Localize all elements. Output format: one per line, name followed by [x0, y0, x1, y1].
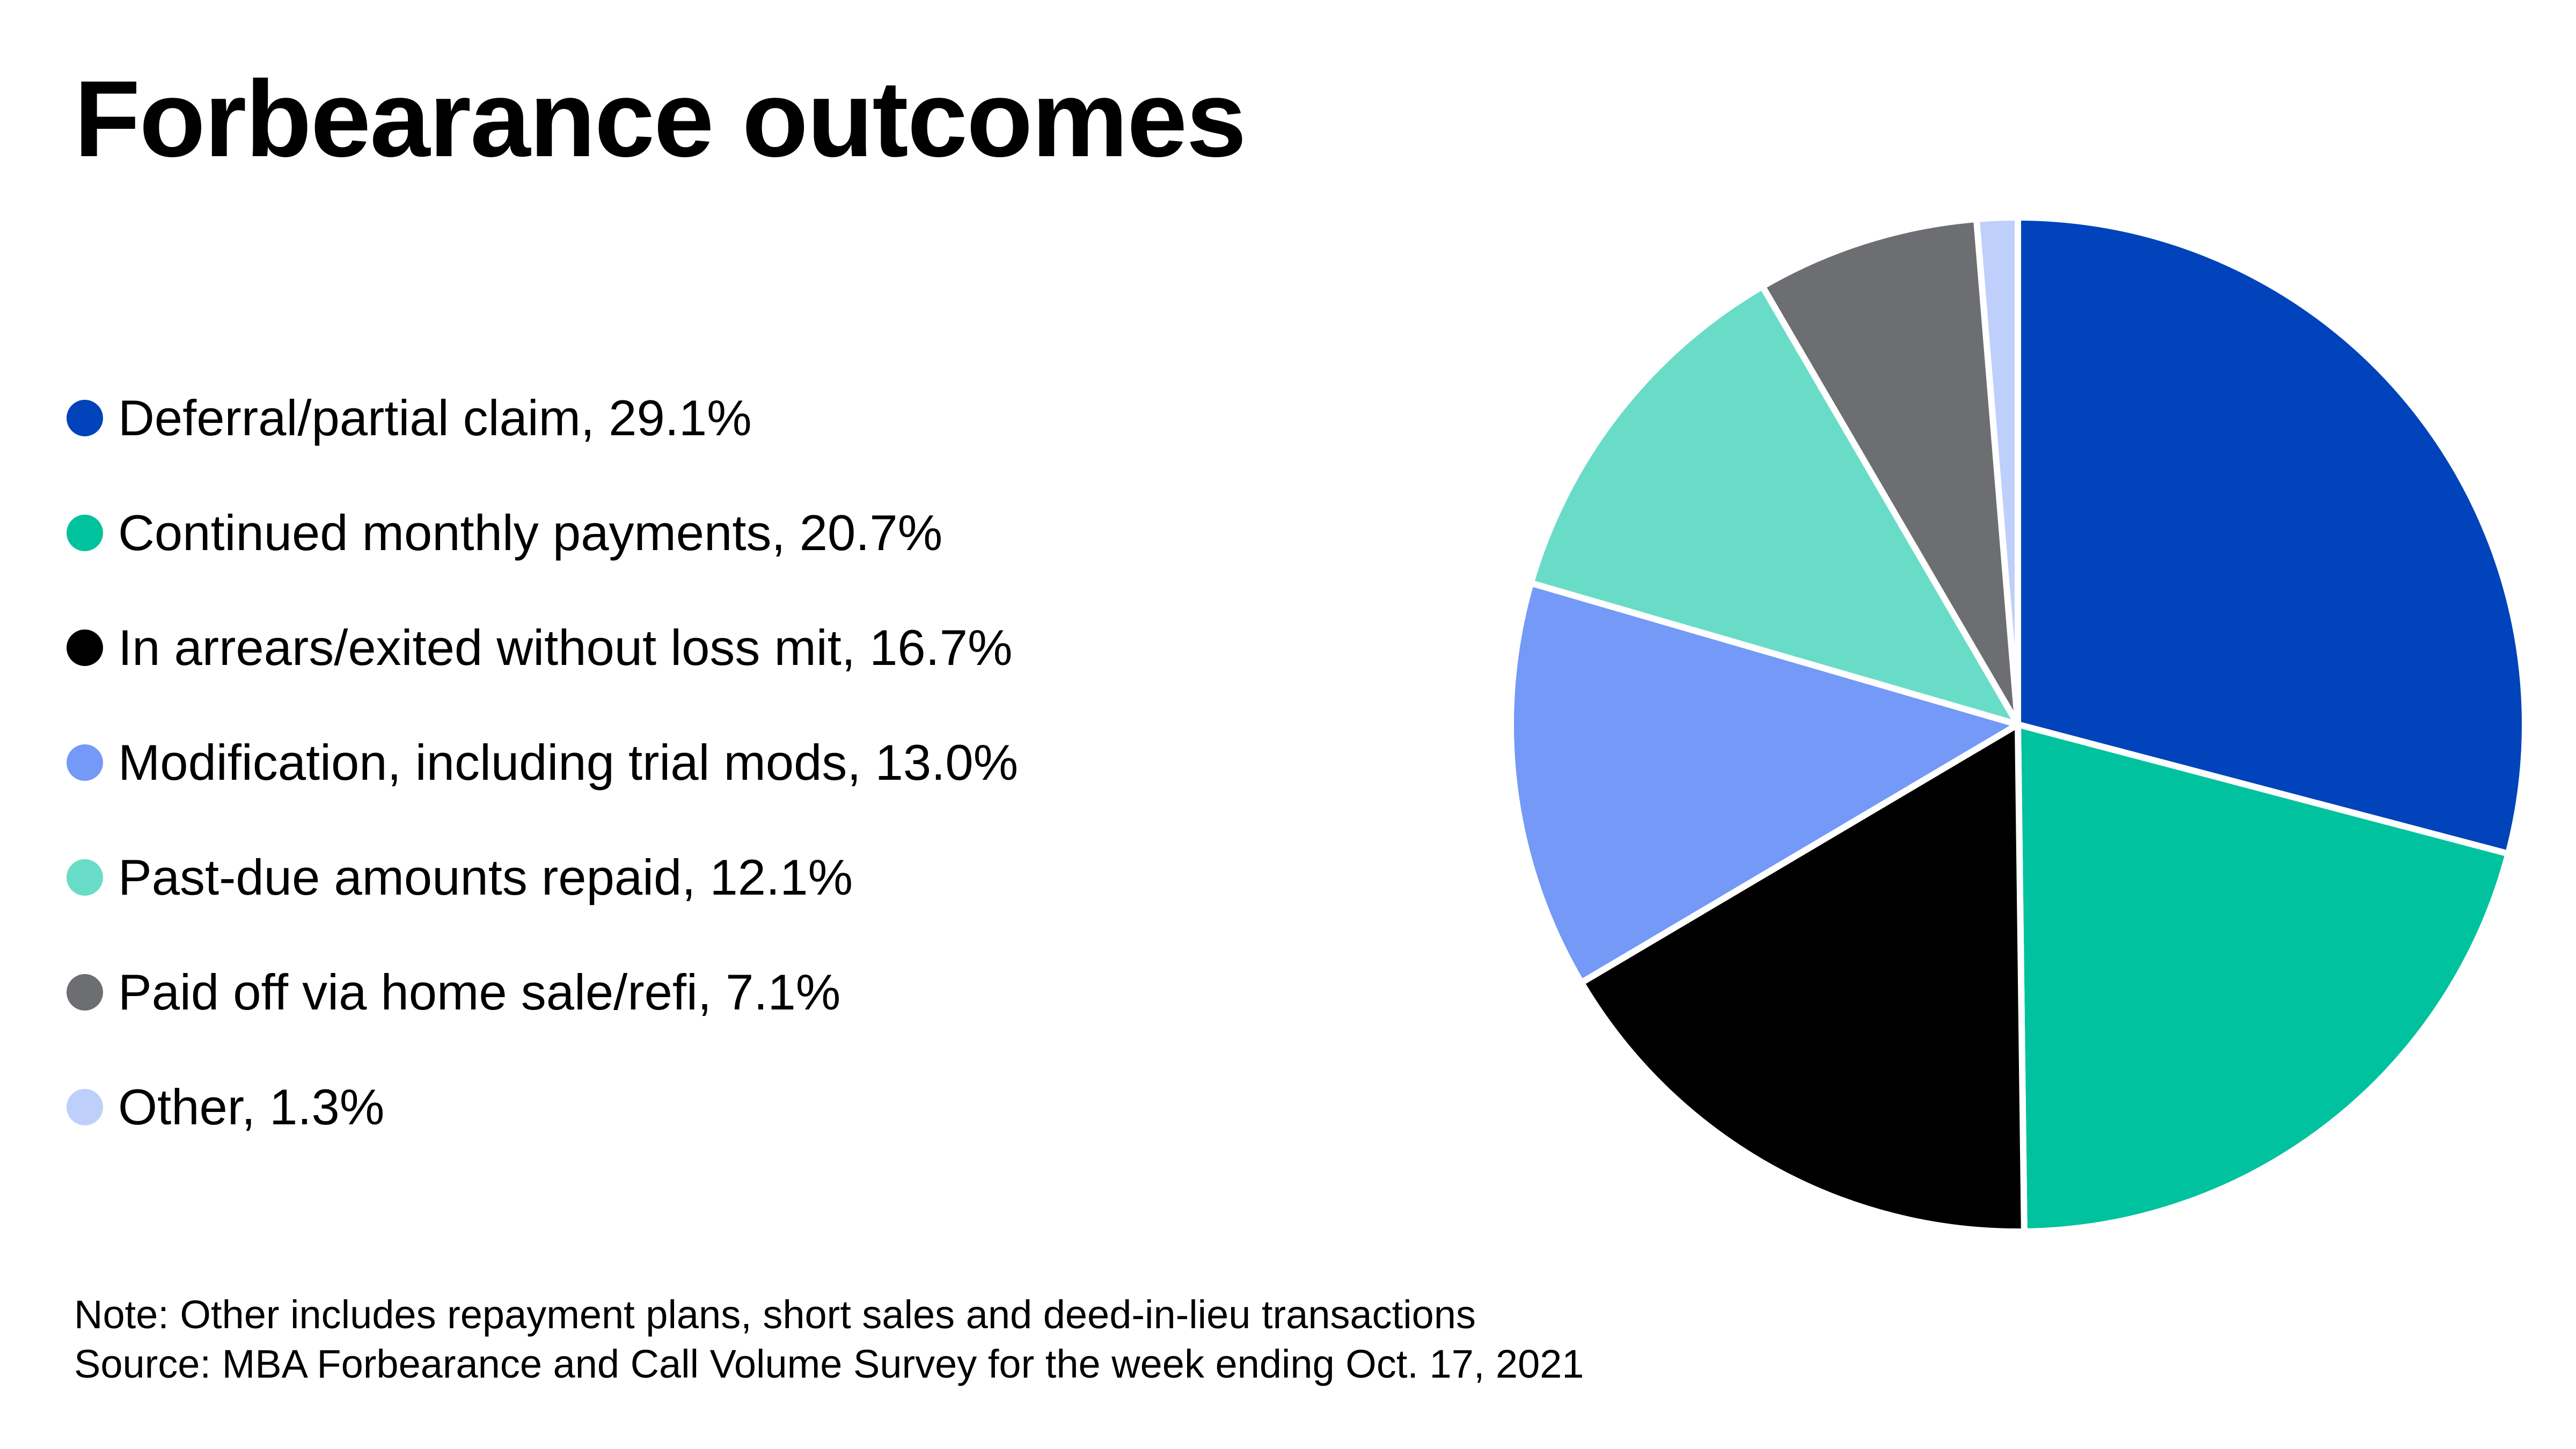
legend-item-modification-including-trial-mods: Modification, including trial mods, 13.0… [67, 705, 1018, 820]
legend-label: Modification, including trial mods, 13.0… [118, 734, 1019, 791]
pie-slice-deferral-partial-claim [2015, 214, 2528, 857]
legend-label: Continued monthly payments, 20.7% [118, 504, 943, 561]
pie-slice-in-arrears-exited-without-loss-mit [1578, 721, 2028, 1235]
pie-slice-continued-monthly-payments [2015, 721, 2512, 1235]
legend-swatch [67, 974, 103, 1011]
chart-legend: Deferral/partial claim, 29.1% Continued m… [67, 361, 1018, 1165]
legend-item-other: Other, 1.3% [67, 1050, 1018, 1165]
legend-swatch [67, 400, 103, 436]
pie-slice-modification-including-trial-mods [1507, 580, 2021, 986]
legend-label: In arrears/exited without loss mit, 16.7… [118, 619, 1013, 676]
chart-title: Forbearance outcomes [74, 58, 1247, 179]
legend-label: Paid off via home sale/refi, 7.1% [118, 964, 841, 1020]
footnotes: Note: Other includes repayment plans, sh… [74, 1290, 1584, 1389]
legend-label: Past-due amounts repaid, 12.1% [118, 849, 853, 905]
pie-slice-other [1973, 214, 2021, 728]
footnote-source: Source: MBA Forbearance and Call Volume … [74, 1342, 1584, 1386]
legend-item-past-due-amounts-repaid: Past-due amounts repaid, 12.1% [67, 820, 1018, 935]
legend-swatch [67, 515, 103, 551]
legend-item-deferral-partial-claim: Deferral/partial claim, 29.1% [67, 361, 1018, 475]
legend-item-in-arrears-exited-without-loss-mit: In arrears/exited without loss mit, 16.7… [67, 590, 1018, 705]
pie-slice-past-due-amounts-repaid [1527, 283, 2021, 728]
legend-item-paid-off-via-home-sale-refi: Paid off via home sale/refi, 7.1% [67, 935, 1018, 1050]
legend-swatch [67, 744, 103, 781]
legend-swatch [67, 1089, 103, 1125]
legend-label: Deferral/partial claim, 29.1% [118, 390, 752, 446]
pie-slice-paid-off-via-home-sale-refi [1759, 216, 2021, 728]
legend-label: Other, 1.3% [118, 1079, 385, 1135]
legend-swatch [67, 859, 103, 896]
footnote-note: Note: Other includes repayment plans, sh… [74, 1292, 1476, 1337]
legend-item-continued-monthly-payments: Continued monthly payments, 20.7% [67, 475, 1018, 590]
legend-swatch [67, 630, 103, 666]
